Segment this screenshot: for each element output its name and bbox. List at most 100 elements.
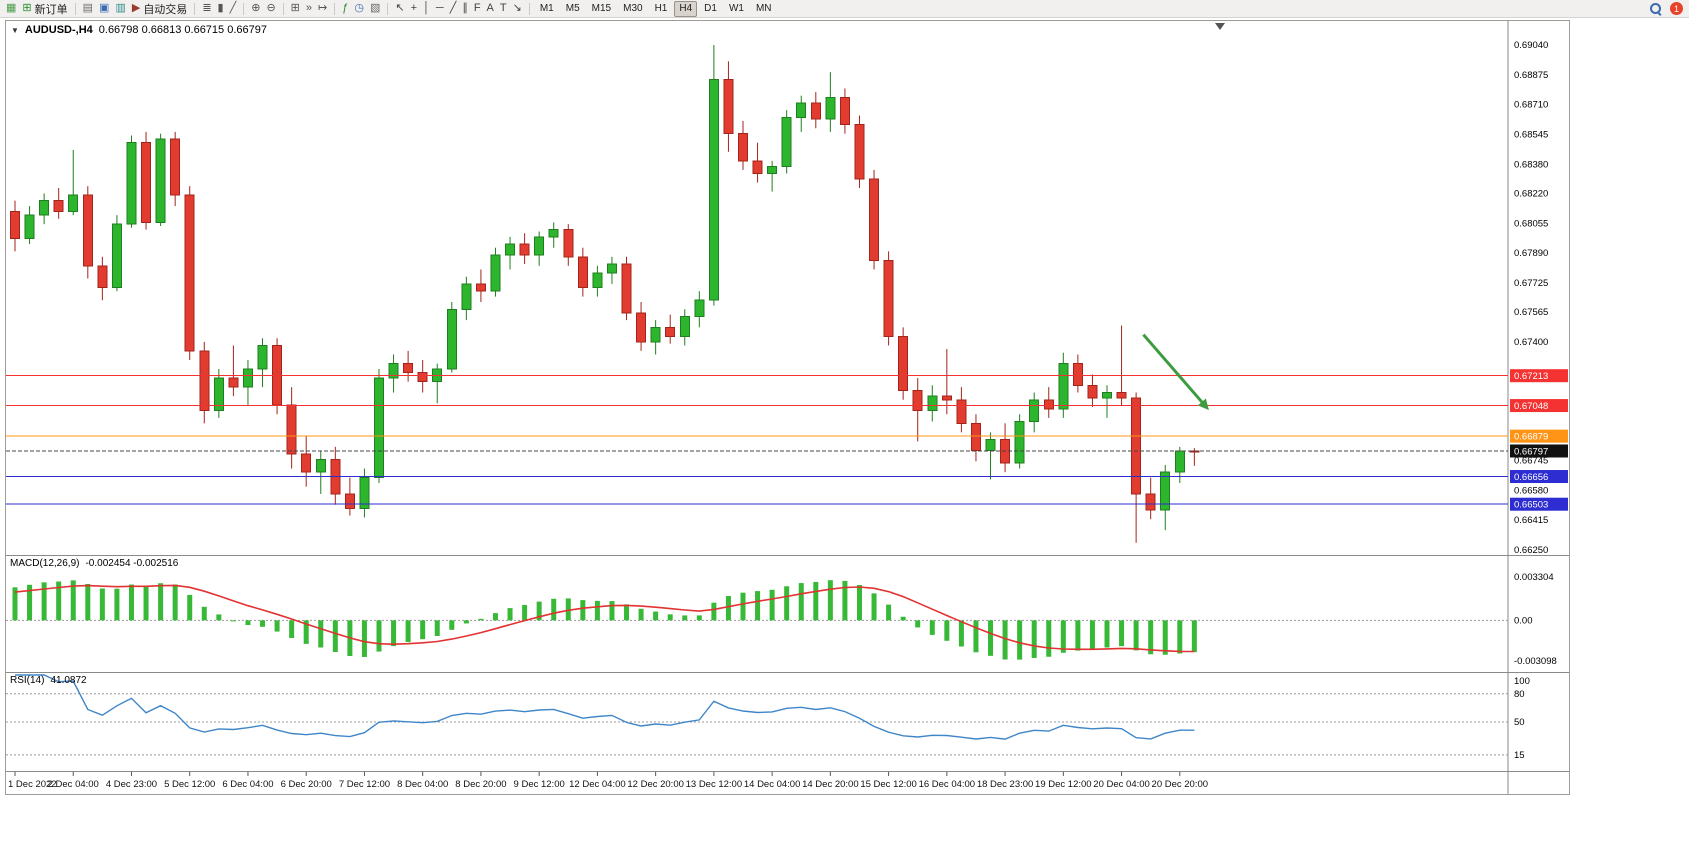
candle-up [126, 142, 137, 225]
tile-windows-icon: ⊞ [290, 2, 300, 14]
timeframe-h4-button[interactable]: H4 [674, 0, 698, 17]
candle-up [461, 283, 472, 310]
candle-up [446, 308, 457, 370]
text-button[interactable]: A [484, 1, 497, 17]
macd-canvas[interactable]: 0.003304 0.00 -0.003098 [6, 556, 1569, 672]
chart-shift-button[interactable]: ↦ [315, 1, 330, 17]
macd-histogram-bar [1060, 620, 1066, 653]
macd-histogram-bar [711, 602, 717, 621]
vertical-line-button[interactable]: │ [420, 1, 433, 17]
macd-histogram-bar [1177, 620, 1183, 654]
channel-button[interactable]: ∥ [459, 1, 471, 17]
chart-window: 0.69040 0.68875 0.68710 0.68545 0.68380 0.682… [5, 20, 1570, 795]
macd-histogram-bar [886, 604, 892, 621]
candle-down [941, 395, 952, 401]
notification-badge[interactable]: 1 [1670, 2, 1683, 15]
profiles-button[interactable]: ▣ [96, 1, 112, 17]
macd-histogram-bar [1046, 620, 1052, 657]
time-axis-label: 18 Dec 23:00 [977, 779, 1034, 790]
templates-icon: ▧ [369, 2, 381, 14]
timeframe-h1-button[interactable]: H1 [650, 1, 673, 17]
macd-histogram-bar [1104, 620, 1110, 648]
indicators-button[interactable]: ƒ [339, 1, 351, 17]
rsi-canvas[interactable]: 100 80 50 15 [6, 673, 1569, 771]
new-chart-button[interactable]: ▦ [3, 1, 19, 17]
rsi-axis-label: 50 [1514, 717, 1525, 728]
label-button[interactable]: T [497, 1, 510, 17]
price-line-label [1510, 497, 1568, 511]
candle-up [606, 263, 617, 274]
macd-histogram-bar [915, 620, 921, 628]
macd-histogram-bar [143, 586, 149, 621]
timeframe-d1-button[interactable]: D1 [699, 1, 722, 17]
timeframe-m30-button[interactable]: M30 [618, 1, 647, 17]
fibonacci-button[interactable]: F [471, 1, 484, 17]
timeframe-m15-button[interactable]: M15 [587, 1, 616, 17]
chart-shift-marker[interactable] [1215, 23, 1225, 30]
cursor-button[interactable]: ↖ [392, 1, 407, 17]
new-order-button[interactable]: ⊞ 新订单 [19, 1, 70, 17]
new-chart-icon: ▦ [6, 2, 17, 14]
macd-axis-label: -0.003098 [1514, 656, 1557, 667]
macd-histogram-bar [1148, 620, 1154, 655]
candle-up [548, 229, 559, 238]
candlestick-chart-button[interactable]: ▮ [215, 1, 227, 17]
auto-scroll-button[interactable]: » [303, 1, 315, 17]
periods-button[interactable]: ◷ [351, 1, 367, 17]
trend-arrow[interactable] [1142, 333, 1206, 406]
candle-down [184, 194, 195, 352]
candle-down [723, 78, 734, 135]
macd-histogram-bar [420, 620, 426, 640]
macd-histogram-bar [696, 615, 702, 621]
candle-down [519, 243, 530, 256]
macd-histogram-bar [551, 598, 557, 621]
macd-histogram-bar [478, 618, 484, 621]
macd-histogram-bar [12, 587, 18, 621]
market-watch-button[interactable]: ▥ [112, 1, 128, 17]
line-chart-button[interactable]: ╱ [227, 1, 240, 17]
horizontal-line-icon: ─ [435, 2, 444, 14]
macd-histogram-bar [624, 604, 630, 621]
zoom-in-button[interactable]: ⊕ [248, 1, 263, 17]
macd-histogram-bar [769, 589, 775, 621]
time-axis-label: 9 Dec 12:00 [514, 779, 565, 790]
candle-up [213, 377, 224, 412]
price-chart-canvas[interactable]: 0.69040 0.68875 0.68710 0.68545 0.68380 0.682… [6, 21, 1569, 555]
tile-windows-button[interactable]: ⊞ [288, 1, 303, 17]
new-order-button-label: 新订单 [34, 3, 68, 16]
price-line-label [1510, 369, 1568, 383]
timeframe-m5-button[interactable]: M5 [561, 1, 585, 17]
autotrading-button[interactable]: ▶ 自动交易 [129, 1, 190, 17]
timeframe-w1-button[interactable]: W1 [724, 1, 749, 17]
zoom-out-button[interactable]: ⊖ [263, 1, 278, 17]
candle-down [199, 350, 210, 412]
candle-up [388, 363, 399, 379]
candle-down [1043, 399, 1054, 410]
candle-down [1116, 392, 1127, 399]
price-tick-label: 0.66580 [1514, 485, 1548, 496]
price-line-label-text: 0.66656 [1514, 472, 1548, 483]
candle-down [97, 265, 108, 289]
candle-down [810, 102, 821, 120]
macd-histogram-bar [216, 614, 222, 621]
templates-button[interactable]: ▧ [367, 1, 383, 17]
autotrading-button-label: 自动交易 [143, 3, 188, 16]
macd-histogram-bar [201, 606, 207, 621]
candle-down [82, 194, 93, 267]
bar-chart-button[interactable]: ≣ [199, 1, 214, 17]
search-icon[interactable] [1649, 2, 1662, 15]
trendline-button[interactable]: ╱ [447, 1, 460, 17]
crosshair-button[interactable]: + [408, 1, 420, 17]
macd-histogram-bar [871, 593, 877, 621]
candle-up [767, 165, 778, 175]
horizontal-line-button[interactable]: ─ [433, 1, 447, 17]
charts-grid-button[interactable]: ▤ [80, 1, 96, 17]
main-chart-pane: 0.69040 0.68875 0.68710 0.68545 0.68380 0.682… [6, 21, 1569, 555]
macd-histogram-bar [56, 581, 62, 621]
price-tick-label: 0.68710 [1514, 100, 1548, 111]
arrows-button[interactable]: ↘ [510, 1, 525, 17]
timeframe-mn-button[interactable]: MN [751, 1, 777, 17]
timeframe-m1-button[interactable]: M1 [535, 1, 559, 17]
macd-histogram-bar [988, 620, 994, 656]
